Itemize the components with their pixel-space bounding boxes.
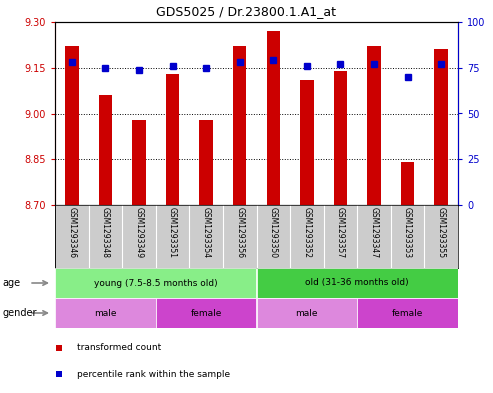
Text: young (7.5-8.5 months old): young (7.5-8.5 months old) bbox=[94, 279, 217, 288]
Text: transformed count: transformed count bbox=[77, 343, 161, 352]
Text: male: male bbox=[94, 309, 117, 318]
Text: gender: gender bbox=[2, 308, 37, 318]
Text: GSM1293353: GSM1293353 bbox=[403, 207, 412, 258]
Text: GSM1293350: GSM1293350 bbox=[269, 207, 278, 258]
Text: GSM1293355: GSM1293355 bbox=[437, 207, 446, 258]
Text: percentile rank within the sample: percentile rank within the sample bbox=[77, 369, 230, 378]
Text: GSM1293349: GSM1293349 bbox=[135, 207, 143, 258]
Bar bbox=[156, 298, 256, 328]
Bar bbox=[357, 298, 458, 328]
Bar bbox=[367, 46, 381, 205]
Bar bbox=[199, 119, 213, 205]
Bar bbox=[99, 95, 112, 205]
Text: GSM1293348: GSM1293348 bbox=[101, 207, 110, 258]
Text: GSM1293347: GSM1293347 bbox=[370, 207, 379, 258]
Bar bbox=[401, 162, 414, 205]
Text: GSM1293352: GSM1293352 bbox=[302, 207, 312, 258]
Bar bbox=[334, 71, 347, 205]
Text: GSM1293351: GSM1293351 bbox=[168, 207, 177, 258]
Text: GSM1293346: GSM1293346 bbox=[67, 207, 76, 258]
Text: old (31-36 months old): old (31-36 months old) bbox=[306, 279, 409, 288]
Bar bbox=[65, 46, 78, 205]
Bar bbox=[55, 268, 256, 298]
Bar bbox=[256, 298, 357, 328]
Bar bbox=[55, 298, 156, 328]
Text: male: male bbox=[296, 309, 318, 318]
Text: GDS5025 / Dr.23800.1.A1_at: GDS5025 / Dr.23800.1.A1_at bbox=[156, 5, 337, 18]
Bar bbox=[233, 46, 246, 205]
Text: GSM1293356: GSM1293356 bbox=[235, 207, 244, 258]
Text: GSM1293357: GSM1293357 bbox=[336, 207, 345, 258]
Bar bbox=[256, 268, 458, 298]
Text: female: female bbox=[392, 309, 423, 318]
Text: female: female bbox=[190, 309, 222, 318]
Bar bbox=[267, 31, 280, 205]
Bar bbox=[132, 119, 145, 205]
Bar bbox=[166, 74, 179, 205]
Bar bbox=[300, 80, 314, 205]
Text: age: age bbox=[2, 278, 21, 288]
Bar bbox=[434, 50, 448, 205]
Text: GSM1293354: GSM1293354 bbox=[202, 207, 211, 258]
